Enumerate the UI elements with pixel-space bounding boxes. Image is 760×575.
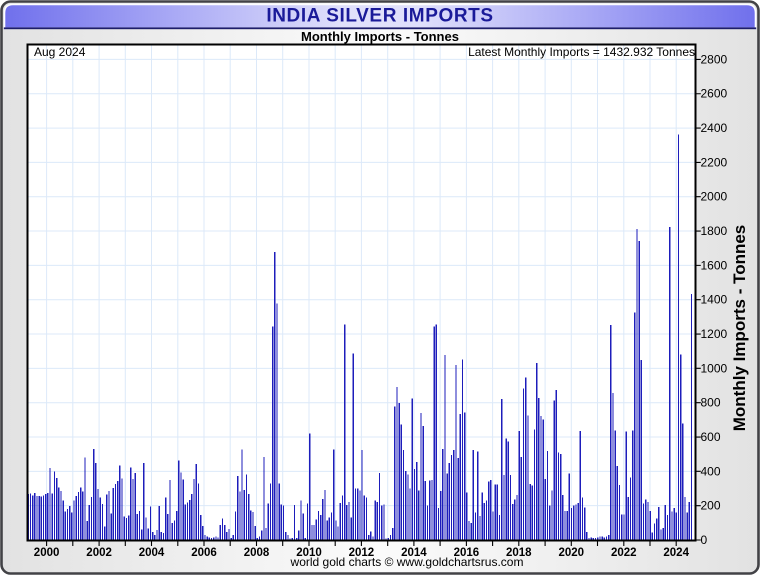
svg-text:2010: 2010 [296, 547, 322, 559]
svg-text:2008: 2008 [244, 547, 270, 559]
svg-text:Aug 2024: Aug 2024 [34, 45, 86, 59]
svg-text:2002: 2002 [86, 547, 112, 559]
svg-text:world gold charts © www.goldch: world gold charts © www.goldchartsrus.co… [290, 555, 524, 569]
svg-text:0: 0 [701, 533, 708, 547]
svg-text:2800: 2800 [701, 52, 728, 66]
svg-text:200: 200 [701, 499, 721, 513]
svg-text:2014: 2014 [401, 547, 427, 559]
svg-text:600: 600 [701, 430, 721, 444]
svg-text:2024: 2024 [663, 547, 689, 559]
svg-text:2600: 2600 [701, 87, 728, 101]
svg-text:1800: 1800 [701, 224, 728, 238]
svg-text:2016: 2016 [454, 547, 480, 559]
svg-text:1600: 1600 [701, 258, 728, 272]
svg-text:1000: 1000 [701, 361, 728, 375]
svg-text:2022: 2022 [611, 547, 637, 559]
svg-text:2020: 2020 [559, 547, 585, 559]
svg-text:Latest Monthly Imports = 1432.: Latest Monthly Imports = 1432.932 Tonnes [468, 45, 695, 59]
svg-text:1200: 1200 [701, 327, 728, 341]
svg-text:Monthly Imports - Tonnes: Monthly Imports - Tonnes [301, 29, 459, 44]
svg-text:2006: 2006 [191, 547, 217, 559]
svg-text:2400: 2400 [701, 121, 728, 135]
svg-text:2200: 2200 [701, 155, 728, 169]
svg-text:2018: 2018 [506, 547, 532, 559]
svg-text:2012: 2012 [349, 547, 375, 559]
svg-text:2004: 2004 [139, 547, 165, 559]
svg-text:INDIA SILVER IMPORTS: INDIA SILVER IMPORTS [266, 6, 493, 27]
svg-text:800: 800 [701, 396, 721, 410]
svg-text:Monthly Imports - Tonnes: Monthly Imports - Tonnes [730, 225, 749, 432]
svg-text:1400: 1400 [701, 293, 728, 307]
svg-text:2000: 2000 [701, 190, 728, 204]
svg-text:400: 400 [701, 464, 721, 478]
svg-text:2000: 2000 [34, 547, 60, 559]
